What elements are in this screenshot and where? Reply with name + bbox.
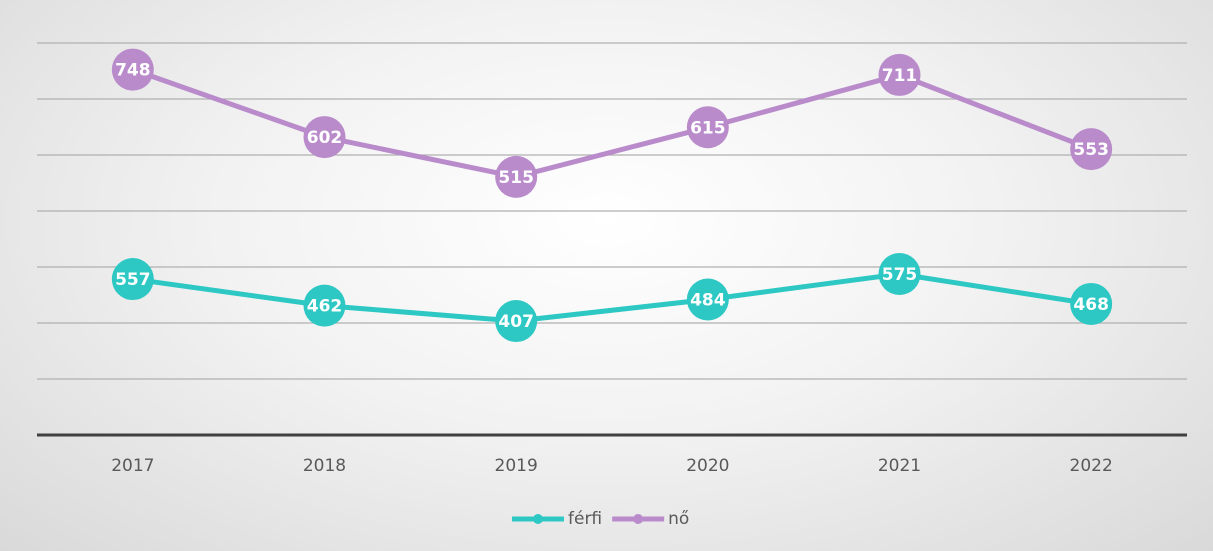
data-label: 468 (1073, 295, 1109, 315)
marker (111, 48, 154, 91)
marker (495, 300, 538, 343)
x-tick-label: 2020 (686, 456, 729, 476)
marker (303, 116, 346, 159)
marker (303, 284, 346, 327)
marker (878, 53, 921, 96)
data-label: 711 (882, 66, 918, 86)
series-line (132, 67, 1093, 180)
data-label: 515 (498, 168, 534, 188)
legend-label: férfi (568, 509, 602, 529)
marker (111, 258, 154, 301)
marker (495, 155, 538, 198)
data-label: 602 (307, 128, 343, 148)
x-tick-label: 2018 (303, 456, 346, 476)
data-label: 553 (1073, 140, 1109, 160)
legend-marker (533, 514, 543, 524)
x-tick-label: 2017 (111, 456, 154, 476)
x-tick-label: 2022 (1070, 456, 1113, 476)
marker (1070, 128, 1113, 171)
legend-label: nő (668, 509, 689, 529)
data-label: 407 (498, 312, 534, 332)
data-label: 615 (690, 118, 726, 138)
series-line (132, 271, 1092, 324)
data-label: 462 (307, 297, 343, 317)
data-label: 484 (690, 290, 726, 310)
data-label: 557 (115, 270, 151, 290)
legend-marker (633, 514, 644, 524)
marker (686, 106, 729, 149)
x-tick-label: 2019 (495, 456, 538, 476)
marker (878, 253, 921, 295)
marker (1070, 282, 1113, 325)
x-tick-label: 2021 (878, 456, 921, 476)
marker (686, 278, 729, 321)
data-label: 748 (115, 61, 151, 81)
data-label: 575 (882, 265, 918, 285)
